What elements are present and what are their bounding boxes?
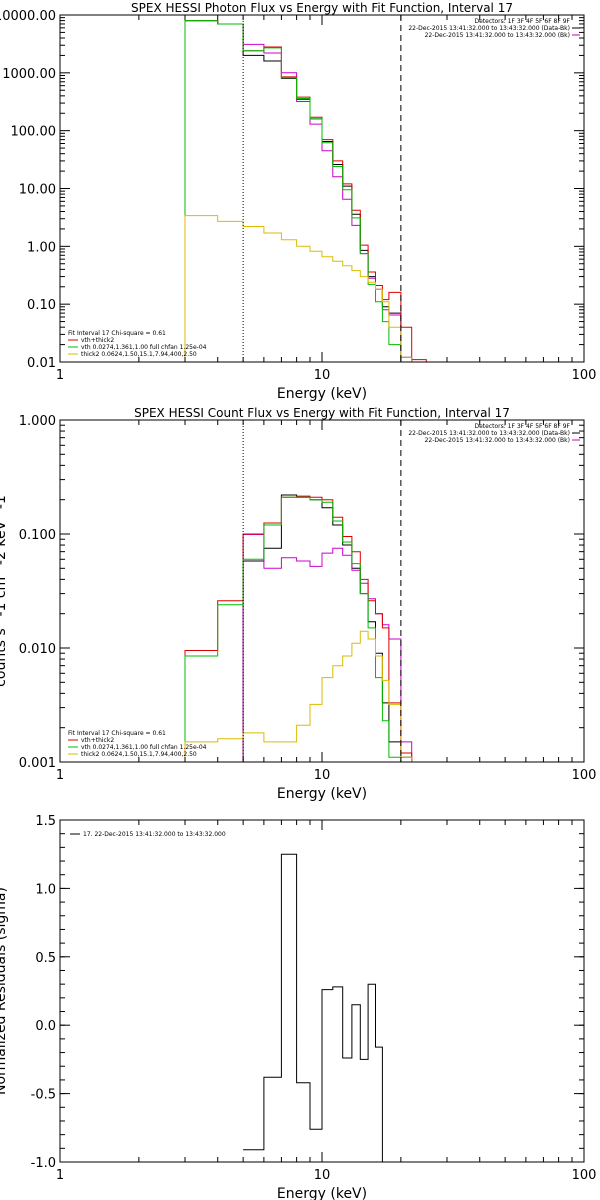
- chart-panel-2: 1 10 100 0.001 0.010 0.100 1.000 SPEX HESSI Cou…: [0, 406, 596, 802]
- header-text-1: 22-Dec-2015 13:41:32.000 to 13:43:32.000…: [408, 430, 570, 437]
- y-tick-label-2: 0.100: [19, 528, 56, 543]
- x-axis-label: Energy (keV): [277, 1186, 367, 1200]
- y-axis-label: counts s^-1 cm^-2 keV^-1: [0, 495, 9, 687]
- y-tick-label-0: 0.01: [27, 356, 56, 371]
- y-tick-label-0: 0.001: [19, 756, 56, 771]
- x-tick-label-0: 1: [56, 1168, 64, 1183]
- x-tick-label-1: 10: [314, 768, 331, 783]
- series-line-bk-1: [242, 534, 413, 762]
- y-tick-label-5: 1.5: [35, 814, 56, 829]
- legend-label-vth: vth 0.0274,1.361,1.00 full chfan 1.25e-0…: [81, 744, 207, 751]
- x-tick-label-2: 100: [572, 768, 597, 783]
- header-text-0: Detectors: 1F 3F 4F 5F 6F 8F 9F: [474, 423, 570, 430]
- x-axis-label: Energy (keV): [277, 786, 367, 802]
- x-tick-label-0: 1: [56, 768, 64, 783]
- chart-panel-3: 1 10 100 -1.0 -0.5 0.0 0.5 1.0 1.5 Energy (keV) No…: [0, 814, 596, 1200]
- header-text-1: 22-Dec-2015 13:41:32.000 to 13:43:32.000…: [408, 25, 570, 32]
- chart-title: SPEX HESSI Count Flux vs Energy with Fit…: [134, 406, 510, 420]
- legend-label-thick2: thick2 0.0624,1.50,15.1,7.94,400,2.50: [81, 751, 197, 758]
- series-line-vth-3: [184, 20, 402, 362]
- series-group: [184, 20, 427, 362]
- plot-frame: [59, 419, 585, 763]
- series-line-vth-3: [184, 496, 402, 762]
- series-line-thick2-4: [184, 630, 427, 762]
- series-line-bk-1: [184, 20, 427, 362]
- y-tick-label-3: 1.000: [19, 414, 56, 429]
- x-tick-label-0: 1: [56, 368, 64, 383]
- y-tick-label-6: 10000.00: [0, 9, 56, 24]
- y-tick-label-1: 0.10: [27, 298, 56, 313]
- header-text-2: 22-Dec-2015 13:41:32.000 to 13:43:32.000…: [425, 32, 570, 39]
- series-group: [243, 853, 401, 1162]
- y-tick-label-3: 10.00: [19, 183, 56, 198]
- x-tick-label-1: 10: [314, 1168, 331, 1183]
- y-tick-label-4: 1.0: [35, 882, 56, 897]
- x-axis-label: Energy (keV): [277, 386, 367, 402]
- x-tick-label-2: 100: [572, 368, 597, 383]
- y-tick-label-1: 0.010: [19, 642, 56, 657]
- chart-title: SPEX HESSI Photon Flux vs Energy with Fi…: [131, 1, 513, 15]
- y-tick-label-5: 1000.00: [2, 67, 56, 82]
- y-tick-label-1: -0.5: [31, 1088, 56, 1103]
- y-tick-label-3: 0.5: [35, 951, 56, 966]
- y-tick-label-2: 1.00: [27, 240, 56, 255]
- header-text-2: 22-Dec-2015 13:41:32.000 to 13:43:32.000…: [425, 437, 570, 444]
- legend-label-model: vth+thick2: [81, 737, 114, 744]
- plot-frame: [59, 14, 585, 363]
- y-tick-label-4: 100.00: [11, 125, 57, 140]
- series-line-residuals-0: [243, 853, 401, 1162]
- fit-info-text: Fit Interval 17 Chi-square = 0.61: [68, 330, 166, 337]
- x-tick-label-2: 100: [572, 1168, 597, 1183]
- legend-label-thick2: thick2 0.0624,1.50,15.1,7.94,400,2.50: [81, 351, 197, 358]
- y-tick-label-0: -1.0: [31, 1156, 56, 1171]
- series-group: [184, 494, 427, 762]
- residual-legend-label: 17. 22-Dec-2015 13:41:32.000 to 13:43:32…: [83, 831, 226, 838]
- series-line-thick2-4: [184, 215, 413, 362]
- fit-info-text: Fit Interval 17 Chi-square = 0.61: [68, 730, 166, 737]
- legend-label-vth: vth 0.0274,1.361,1.00 full chfan 1.25e-0…: [81, 344, 207, 351]
- legend-label-model: vth+thick2: [81, 337, 114, 344]
- header-text-0: Detectors: 1F 3F 4F 5F 6F 8F 9F: [474, 18, 570, 25]
- series-line-model-2: [184, 495, 427, 762]
- series-line-data-bk-0: [242, 494, 427, 762]
- x-tick-label-1: 10: [314, 368, 331, 383]
- chart-panel-1: 1 10 100 0.01 0.10 1.00 10.00 100.00 1000.00 1000…: [0, 1, 596, 402]
- y-tick-label-2: 0.0: [35, 1019, 56, 1034]
- y-axis-label: Normalized Residuals (sigma): [0, 887, 9, 1095]
